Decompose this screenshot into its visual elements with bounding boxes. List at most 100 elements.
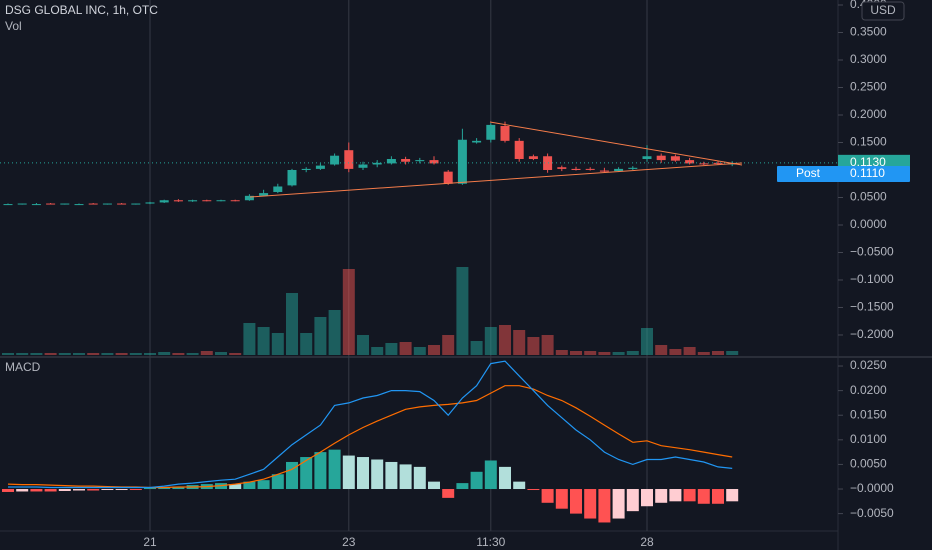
currency-box[interactable]	[861, 1, 905, 21]
y-tick-label: 0.2000	[850, 107, 887, 121]
histogram-bar	[257, 480, 270, 490]
candle-body	[571, 168, 581, 170]
macd-label: MACD	[5, 360, 41, 374]
post-box	[777, 165, 910, 182]
histogram-bar	[555, 489, 568, 509]
histogram-bar	[541, 489, 554, 503]
volume-bar	[726, 351, 739, 355]
candle-body	[372, 162, 382, 165]
histogram-bar	[655, 489, 668, 503]
candle-body	[315, 165, 325, 169]
volume-bar	[144, 353, 156, 355]
candle-body	[543, 156, 553, 170]
volume-bar	[399, 342, 412, 355]
histogram-bar	[314, 452, 327, 490]
volume-label: Vol	[5, 19, 22, 33]
volume-bar	[641, 328, 653, 355]
macd-tick-label: 0.0250	[850, 358, 887, 372]
y-tick-label: 0.3000	[850, 52, 887, 66]
volume-bar	[300, 333, 313, 355]
y-tick-label: 0.0500	[850, 190, 887, 204]
volume-bar	[87, 353, 100, 355]
y-tick-label: 0.1500	[850, 135, 887, 149]
histogram-bar	[286, 461, 298, 490]
candle-body	[358, 164, 368, 168]
volume-bar	[598, 352, 611, 355]
candle-body	[528, 156, 538, 159]
candle-body	[3, 204, 13, 206]
histogram-bar	[229, 484, 242, 490]
candle-body	[685, 160, 695, 164]
volume-bar	[243, 323, 256, 355]
candle-body	[273, 186, 283, 192]
histogram-bar	[626, 489, 639, 512]
volume-bar	[30, 353, 43, 355]
candle-body	[31, 204, 41, 206]
volume-bar	[58, 353, 71, 355]
volume-bar	[541, 335, 554, 355]
candle-body	[614, 168, 624, 172]
volume-bar	[186, 353, 199, 355]
volume-bar	[626, 351, 639, 355]
y-tick-label: 0.3500	[850, 25, 887, 39]
histogram-bar	[129, 489, 142, 491]
volume-bar	[16, 353, 29, 355]
currency[interactable]: USD	[870, 3, 896, 17]
volume-bar	[357, 335, 369, 355]
histogram-bar	[456, 483, 469, 490]
histogram-bar	[328, 449, 341, 490]
histogram-bar	[115, 489, 128, 491]
y-tick-label: −0.0500	[850, 245, 894, 259]
candle-body	[102, 203, 112, 205]
histogram-bar	[243, 481, 256, 490]
histogram-bar	[44, 489, 57, 492]
candle-body	[585, 168, 595, 170]
volume-bar	[229, 353, 242, 355]
candle-body	[500, 125, 510, 141]
histogram-bar	[2, 489, 14, 492]
histogram-bar	[484, 460, 497, 490]
volume-bar	[385, 343, 398, 355]
volume-bar	[129, 353, 142, 355]
volume-bar	[484, 327, 497, 355]
volume-bar	[172, 353, 185, 355]
histogram-bar	[30, 489, 43, 492]
histogram-bar	[726, 489, 739, 502]
histogram-bar	[612, 489, 625, 519]
candle-body	[159, 200, 169, 203]
volume-bar	[570, 351, 582, 355]
candle-body	[429, 160, 439, 164]
post-name: Post	[796, 166, 821, 180]
histogram-bar	[527, 489, 540, 491]
volume-bar	[712, 351, 724, 355]
candle-body	[642, 156, 652, 159]
histogram-bar	[300, 457, 313, 490]
y-tick-label: 0.0000	[850, 217, 887, 231]
volume-bar	[413, 347, 426, 355]
volume-bar	[499, 325, 511, 355]
candle-body	[216, 200, 226, 202]
candle-body	[17, 203, 27, 205]
candle-body	[46, 203, 56, 205]
macd-tick-label: 0.0150	[850, 407, 887, 421]
volume-bar	[683, 347, 696, 355]
candle-body	[443, 171, 453, 184]
histogram-bar	[413, 466, 426, 490]
candle-body	[386, 158, 396, 164]
y-tick-label: −0.1000	[850, 272, 894, 286]
volume-bar	[612, 352, 625, 355]
histogram-bar	[712, 489, 724, 504]
candle-body	[88, 203, 98, 205]
volume-bar	[584, 351, 597, 355]
volume-bar	[342, 269, 355, 355]
volume-bar	[371, 347, 384, 355]
macd-tick-label: 0.0200	[850, 383, 887, 397]
candle-body	[486, 124, 496, 140]
last-price-label: 0.1130	[850, 155, 886, 169]
candle-body	[656, 155, 666, 161]
histogram-bar	[697, 489, 710, 504]
candle-body	[713, 162, 723, 164]
candle-body	[457, 139, 467, 184]
histogram-bar	[683, 489, 696, 502]
